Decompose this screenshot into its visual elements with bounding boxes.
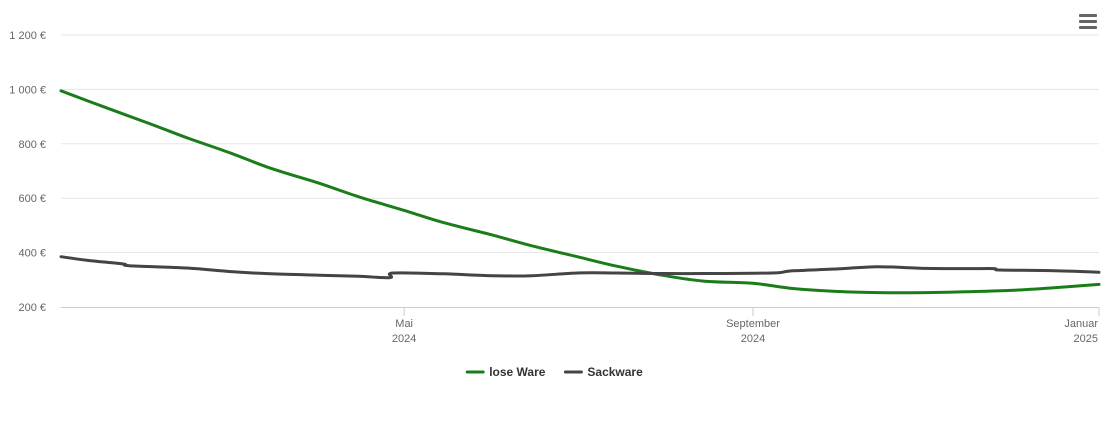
series-line-sackware xyxy=(59,255,1101,280)
legend: lose Ware Sackware xyxy=(465,365,643,379)
legend-label: Sackware xyxy=(587,365,643,379)
x-tick-label: Mai xyxy=(395,318,413,330)
x-tick-label: September xyxy=(726,318,780,330)
y-axis: 200 € 400 € 600 € 800 € 1 000 € 1 200 € xyxy=(9,30,46,314)
x-tick-label: 2024 xyxy=(741,333,765,345)
legend-label: lose Ware xyxy=(489,365,546,379)
legend-item-sackware: Sackware xyxy=(563,365,643,379)
hamburger-menu-icon[interactable] xyxy=(1079,14,1097,29)
y-tick-label: 1 000 € xyxy=(9,84,46,96)
x-axis: Mai 2024 September 2024 Januar 2025 xyxy=(61,307,1100,345)
y-tick-label: 600 € xyxy=(18,193,46,205)
x-tick-label: 2024 xyxy=(392,333,416,345)
y-tick-label: 1 200 € xyxy=(9,30,46,42)
y-tick-label: 400 € xyxy=(18,248,46,260)
x-tick-label: Januar xyxy=(1064,318,1098,330)
series-lines xyxy=(59,89,1101,295)
y-tick-label: 200 € xyxy=(18,302,46,314)
x-tick-label: 2025 xyxy=(1074,333,1098,345)
y-tick-label: 800 € xyxy=(18,139,46,151)
series-line-lose-ware xyxy=(59,89,1101,295)
legend-item-lose-ware: lose Ware xyxy=(465,365,546,379)
grid-lines xyxy=(61,34,1099,254)
